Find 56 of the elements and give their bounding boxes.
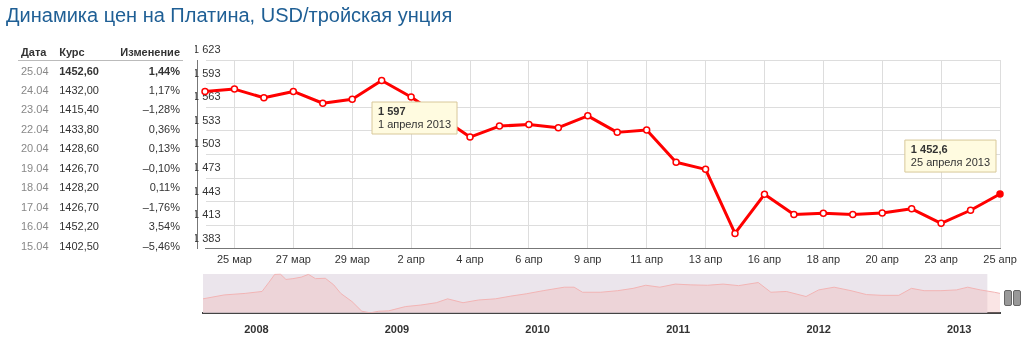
- x-tick-label: 2010: [525, 323, 550, 336]
- text: 1452,20: [59, 220, 99, 233]
- x-tick-label: 27 мар: [275, 253, 311, 266]
- text: 1426,70: [59, 200, 99, 213]
- x-tick-label: 2 апр: [397, 253, 425, 266]
- text: 22.04: [21, 122, 49, 135]
- text: 1426,70: [59, 161, 99, 174]
- x-tick-label: 13 апр: [688, 253, 723, 266]
- x-tick-label: 2009: [384, 323, 410, 336]
- x-tick-label: 16 апр: [747, 253, 782, 266]
- x-tick-label: 6 апр: [515, 253, 543, 266]
- text: 3,54%: [148, 220, 180, 233]
- text: 1402,50: [59, 239, 99, 252]
- text: 25.04: [21, 64, 49, 77]
- x-tick-label: 2013: [946, 323, 972, 336]
- chart-title: Динамика цен на Платина, USD/тройская унция: [6, 4, 453, 27]
- x-tick-label: 23 апр: [924, 253, 958, 266]
- text: 15.04: [21, 239, 49, 252]
- x-tick-label: 4 апр: [456, 253, 484, 266]
- category-label: Курс: [56, 44, 109, 61]
- text: 20.04: [21, 142, 49, 155]
- text: 1,44%: [148, 64, 180, 77]
- text: 1433,80: [59, 122, 99, 135]
- text: 1432,00: [59, 83, 99, 96]
- text: 0,36%: [148, 122, 180, 135]
- annotation: 1 452,6 25 апреля 2013: [910, 142, 990, 168]
- text: 1415,40: [59, 103, 99, 116]
- category-label: Дата: [18, 44, 57, 61]
- text: –1,76%: [142, 200, 180, 213]
- x-tick-label: 25 апр: [983, 253, 1017, 266]
- text: 18.04: [21, 181, 49, 194]
- x-tick-label: 29 мар: [334, 253, 370, 266]
- text: 19.04: [21, 161, 49, 174]
- text: 24.04: [21, 83, 49, 96]
- text: –1,28%: [142, 103, 180, 116]
- text: 0,11%: [149, 181, 180, 194]
- text: –5,46%: [142, 239, 180, 252]
- text: 0,13%: [148, 142, 180, 155]
- x-tick-label: 2012: [806, 323, 831, 336]
- text: 1452,60: [59, 64, 99, 77]
- text: 1428,20: [59, 181, 99, 194]
- x-tick-label: 20 апр: [865, 253, 899, 266]
- category-label: Изменение: [108, 44, 183, 61]
- text: 23.04: [21, 103, 49, 116]
- text: 16.04: [21, 220, 49, 233]
- text: 1428,60: [59, 142, 99, 155]
- text: 1,17%: [148, 83, 180, 96]
- x-tick-label: 18 апр: [806, 253, 841, 266]
- x-tick-label: 2011: [666, 323, 691, 336]
- text: –0,10%: [142, 161, 180, 174]
- annotation: 1 597 1 апреля 2013: [378, 104, 452, 130]
- x-tick-label: 11 апр: [630, 253, 663, 266]
- x-tick-label: 25 мар: [216, 253, 252, 266]
- x-tick-label: 9 апр: [574, 253, 602, 266]
- x-tick-label: 2008: [244, 323, 269, 336]
- text: 17.04: [21, 200, 49, 213]
